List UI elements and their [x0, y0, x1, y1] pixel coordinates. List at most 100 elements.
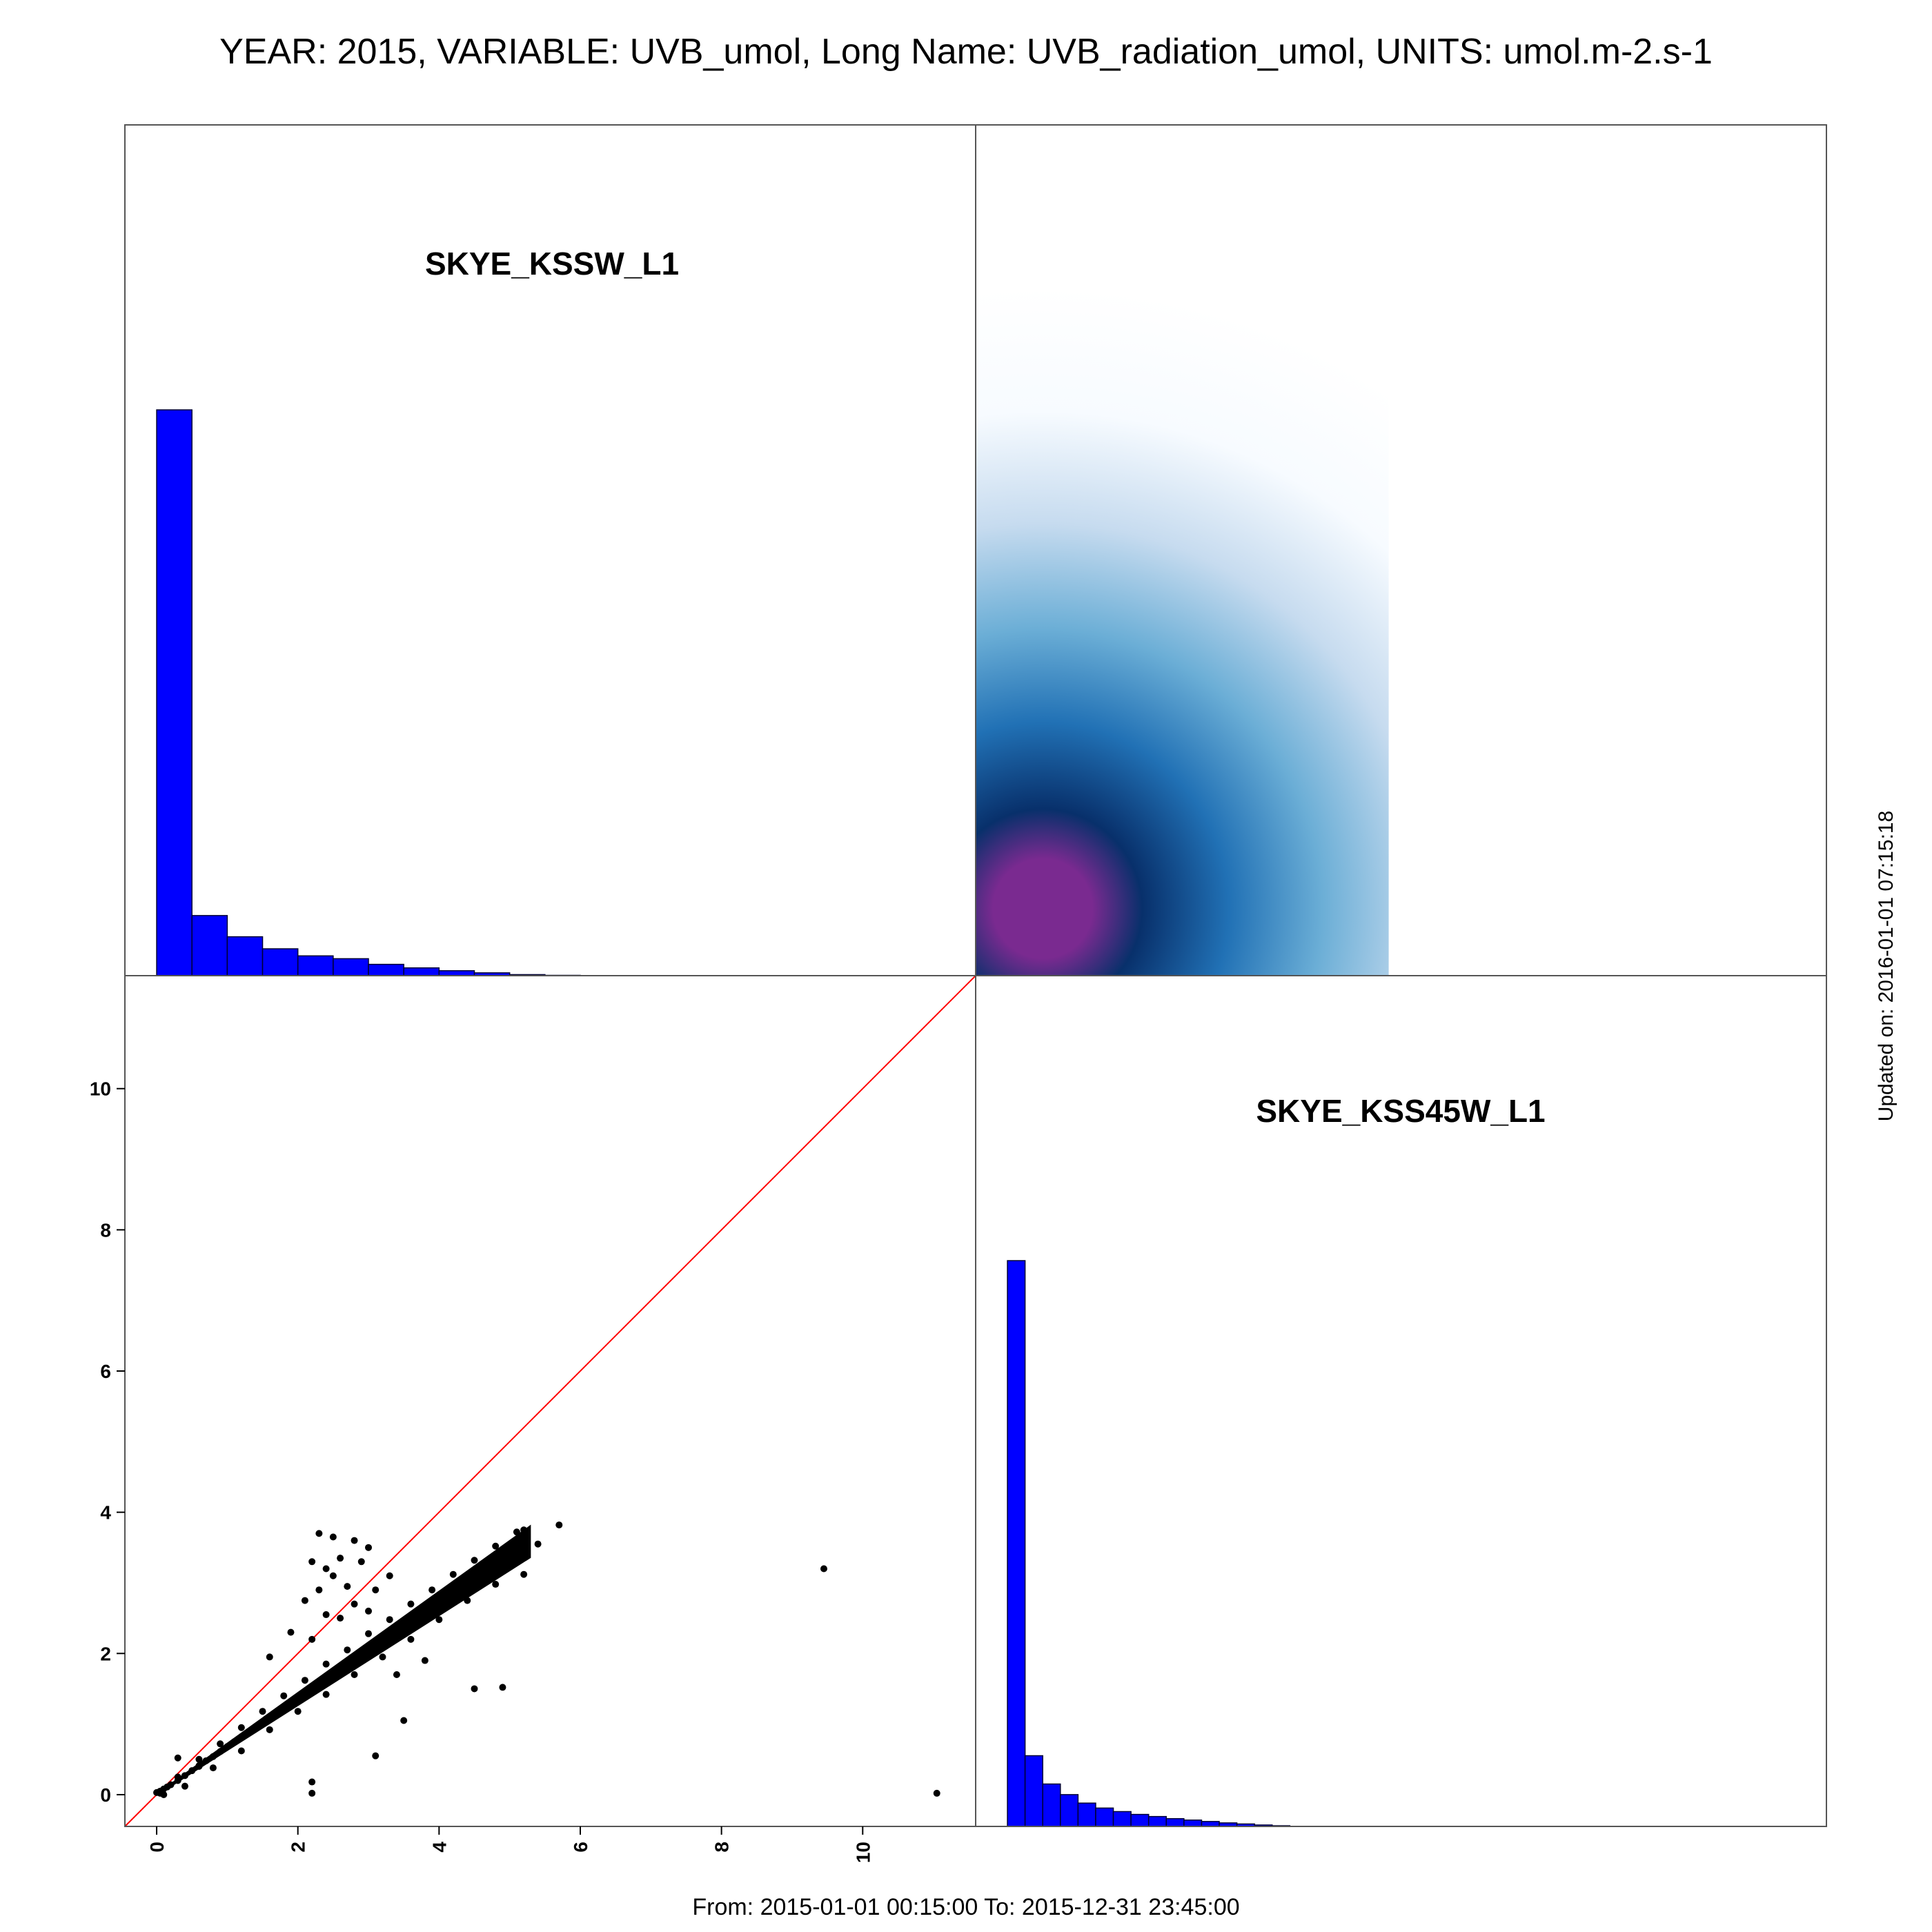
- data-point: [365, 1630, 373, 1637]
- data-point: [195, 1755, 203, 1763]
- data-point: [393, 1671, 400, 1679]
- data-point: [315, 1681, 323, 1688]
- data-point: [160, 1791, 168, 1798]
- data-point: [351, 1657, 358, 1664]
- density-field: [976, 125, 1389, 976]
- data-point: [237, 1724, 245, 1731]
- data-point: [365, 1607, 373, 1615]
- data-point: [181, 1782, 188, 1790]
- data-point: [273, 1709, 280, 1717]
- data-point: [386, 1572, 393, 1579]
- dense-point-band: [157, 1524, 531, 1797]
- data-point: [259, 1708, 266, 1715]
- data-point: [301, 1690, 308, 1697]
- histogram-bar: [1024, 1755, 1043, 1827]
- data-point: [435, 1599, 443, 1606]
- data-point: [393, 1628, 400, 1635]
- histogram-bar: [1042, 1783, 1061, 1827]
- data-point: [449, 1570, 457, 1578]
- histogram-bar: [297, 955, 334, 976]
- data-point: [301, 1597, 308, 1604]
- data-point: [174, 1773, 181, 1781]
- data-point: [322, 1676, 330, 1684]
- histogram-bar: [191, 915, 228, 976]
- histogram-bar: [1007, 1260, 1026, 1827]
- x-tick-label: 10: [852, 1842, 874, 1863]
- x-tick-label: 6: [570, 1842, 591, 1853]
- data-point: [534, 1540, 542, 1548]
- x-tick-label: 2: [288, 1842, 309, 1853]
- data-point: [351, 1671, 358, 1679]
- data-point: [230, 1738, 238, 1746]
- data-point: [471, 1575, 478, 1582]
- data-point: [421, 1657, 428, 1664]
- data-point: [386, 1616, 393, 1624]
- data-point: [520, 1526, 528, 1534]
- data-point: [492, 1561, 500, 1568]
- data-point: [209, 1764, 217, 1772]
- data-point: [471, 1685, 478, 1693]
- variable-label-skye-kssw: SKYE_KSSW_L1: [425, 246, 679, 282]
- histogram-bar: [1095, 1807, 1114, 1827]
- data-point: [308, 1789, 316, 1797]
- data-point: [301, 1677, 308, 1684]
- x-tick-label: 0: [146, 1842, 168, 1853]
- identity-line: [124, 975, 976, 1827]
- histogram-bar: [1060, 1794, 1079, 1827]
- data-point: [933, 1789, 940, 1797]
- data-point: [464, 1597, 471, 1604]
- data-point: [407, 1635, 415, 1643]
- histogram-bar: [368, 963, 404, 976]
- data-point: [237, 1733, 245, 1741]
- density-panel: [976, 125, 1389, 976]
- data-point: [379, 1653, 386, 1661]
- data-point: [414, 1613, 422, 1621]
- data-point: [188, 1767, 196, 1775]
- data-point: [217, 1740, 224, 1748]
- data-point: [407, 1600, 415, 1608]
- data-point: [167, 1781, 175, 1788]
- data-point: [315, 1530, 323, 1537]
- data-point: [280, 1705, 288, 1713]
- data-point: [484, 1565, 492, 1573]
- histogram-skye-kssw: [156, 409, 581, 976]
- data-point: [209, 1753, 217, 1760]
- data-point: [492, 1542, 500, 1550]
- data-point: [344, 1583, 351, 1590]
- data-point: [266, 1714, 273, 1722]
- y-tick-label: 10: [90, 1078, 111, 1100]
- y-tick-label: 6: [100, 1361, 111, 1382]
- y-tick-label: 0: [100, 1784, 111, 1806]
- data-point: [372, 1586, 379, 1594]
- scatter-panel: [124, 975, 976, 1827]
- data-point: [308, 1778, 316, 1786]
- data-point: [520, 1570, 528, 1578]
- data-point: [442, 1594, 450, 1601]
- histogram-bar: [1147, 1815, 1167, 1827]
- histogram-bar: [403, 967, 440, 976]
- data-point: [351, 1537, 358, 1544]
- data-point: [357, 1652, 365, 1659]
- histogram-bar: [1183, 1820, 1203, 1827]
- data-point: [421, 1608, 428, 1616]
- x-tick-label: 8: [711, 1842, 733, 1853]
- data-point: [322, 1660, 330, 1668]
- data-point: [400, 1717, 408, 1724]
- data-point: [344, 1661, 351, 1668]
- data-point: [499, 1556, 506, 1564]
- data-point: [322, 1611, 330, 1619]
- data-point: [337, 1615, 344, 1622]
- histogram-bar: [226, 936, 264, 976]
- histogram-bar: [262, 948, 299, 976]
- data-point: [195, 1763, 203, 1771]
- histogram-bar: [1077, 1802, 1096, 1827]
- y-tick-label: 4: [100, 1502, 111, 1524]
- data-point: [322, 1565, 330, 1573]
- data-point: [471, 1557, 478, 1564]
- histogram-skye-kss45w: [1007, 1260, 1291, 1827]
- data-point: [400, 1623, 408, 1630]
- y-tick-label: 2: [100, 1643, 111, 1664]
- data-point: [294, 1695, 302, 1702]
- data-point: [252, 1724, 259, 1731]
